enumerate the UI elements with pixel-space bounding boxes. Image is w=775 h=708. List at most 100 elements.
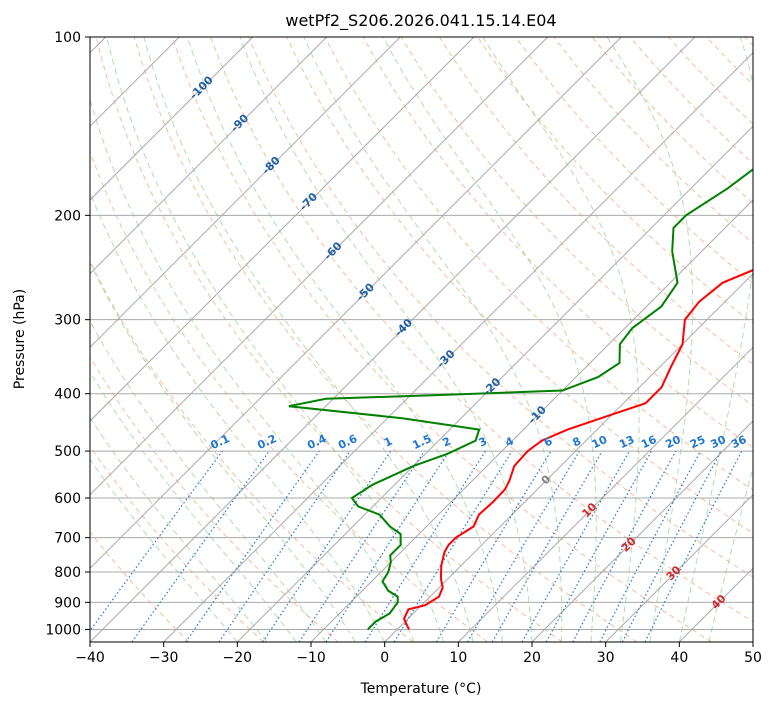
series-layer [288,168,753,631]
isotherm-line [752,641,753,642]
dry-adiabat-line [90,150,488,642]
moist-adiabat-line [678,37,753,642]
isotherm-line [457,346,753,642]
mixing-ratio-label: 10 [590,433,610,451]
mixing-ratio-line [545,450,653,642]
dry-adiabat-line [438,37,753,366]
mixing-ratio-line [325,450,450,642]
x-tick-label: −20 [223,650,253,666]
isotherm-line [90,37,475,422]
isotherm-line [163,51,753,642]
mixing-ratio-label: 13 [617,433,636,451]
mixing-ratio-line [185,450,320,642]
x-axis: −40 −30 −20 −10 0 10 20 30 40 50 [75,642,762,666]
isotherm-line [310,199,753,642]
mixing-ratio-line [298,450,425,642]
isotherm-label: -100 [187,73,216,102]
dry-adiabat-line [133,37,638,642]
isotherm-line [90,37,696,642]
dry-adiabat-line [210,37,753,623]
isotherm-line [90,37,254,201]
moist-adiabat-line [708,465,753,642]
dry-adiabat-line [95,37,563,642]
mixing-ratio-label: 30 [709,433,729,451]
mixing-ratio-line [262,450,392,642]
moist-adiabat-line [482,37,640,642]
moist-adiabat-line [90,320,327,642]
mixing-ratio-line [644,450,743,642]
mixing-ratio-label: 0.1 [209,432,232,452]
moist-adiabat-line [90,261,356,642]
mixing-ratio-label: 16 [639,433,659,451]
y-tick-label: 700 [54,531,81,547]
dry-adiabat-line [90,259,414,642]
dry-adiabat-line [400,37,753,407]
moist-adiabat-line [239,37,533,642]
mixing-ratio-line [521,450,631,642]
dry-adiabat-line [248,37,753,578]
y-tick-label: 500 [54,444,81,460]
mixing-ratio-label: 20 [663,433,683,451]
isotherm-label: -90 [228,111,251,134]
x-tick-label: 20 [523,650,541,666]
temperature-profile-line [402,269,753,630]
isotherm-line [90,37,328,275]
dry-adiabat-line [668,37,753,125]
mixing-ratio-line [599,450,702,642]
mixing-ratio-line [466,450,580,642]
moist-adiabat-line [606,37,694,642]
x-tick-label: 30 [597,650,615,666]
moist-adiabat-line [90,416,268,642]
isotherm-line [384,272,753,642]
mixing-ratio-line [218,450,351,642]
moist-adiabat-line [106,37,445,642]
mixing-ratio-label: 3 [477,435,489,450]
y-tick-label: 600 [54,491,81,507]
mixing-ratio-line [90,450,223,632]
y-tick-label: 300 [54,313,81,329]
y-tick-label: 1000 [45,622,81,638]
isotherm-label: 30 [664,563,684,583]
dry-adiabat-line [90,445,264,642]
mixing-ratio-label: 0.4 [305,432,328,452]
isotherm-line [531,420,753,642]
y-tick-label: 900 [54,595,81,611]
isotherm-label: -10 [526,403,549,426]
x-tick-label: −30 [149,650,179,666]
x-axis-title: Temperature (°C) [360,681,482,697]
x-tick-label: 40 [670,650,688,666]
mixing-ratio-label: 25 [688,433,707,451]
isotherm-label: -30 [434,347,457,370]
isotherm-line [90,37,549,496]
dry-adiabat-line [744,37,753,47]
dry-adiabat-line [553,37,753,244]
background-lines [90,37,753,642]
plot-frame [89,36,754,643]
chart-title: wetPf2_S206.2026.041.15.14.E04 [285,11,556,31]
dewpoint-profile-line [288,168,753,631]
moist-adiabat-line [382,37,597,642]
x-tick-label: −10 [296,650,326,666]
y-tick-label: 800 [54,565,81,581]
isotherm-label: 0 [539,472,554,487]
isotherm-line [678,567,753,642]
x-tick-label: 0 [380,650,389,666]
y-tick-label: 200 [54,208,81,224]
mixing-ratio-label: 36 [729,433,749,451]
dry-adiabat-line [515,37,753,284]
dry-adiabat-line [90,356,339,642]
moist-adiabat-line [90,190,386,642]
dry-adiabat-line [171,37,712,642]
mixing-ratio-label: 1 [382,435,394,450]
mixing-ratio-label: 8 [571,435,583,450]
y-tick-label: 100 [54,30,81,46]
mixing-ratio-line [131,450,270,642]
x-tick-label: 50 [744,650,762,666]
dry-adiabat-line [706,37,753,86]
moist-adiabat-line [187,37,503,642]
dry-adiabat-line [90,531,190,642]
y-axis: 100 200 300 400 500 600 700 800 900 1000 [45,30,90,638]
isotherm-line [90,37,622,570]
y-axis-title: Pressure (hPa) [12,289,28,389]
